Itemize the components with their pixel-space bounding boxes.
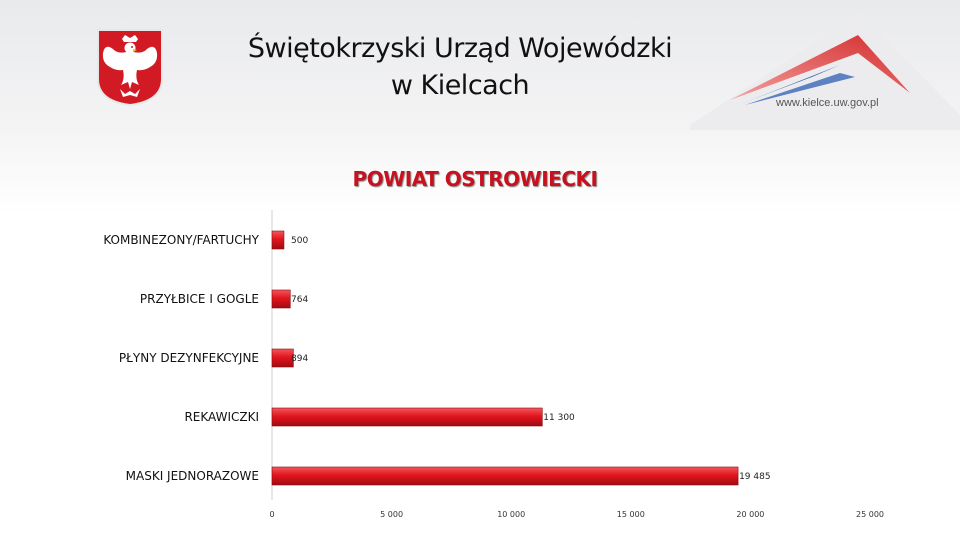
data-label-3: 11 300 — [543, 413, 575, 423]
bar-1 — [271, 289, 291, 309]
category-label-0: KOMBINEZONY/FARTUCHY — [103, 233, 259, 247]
bar-3 — [271, 407, 543, 427]
category-label-4: MASKI JEDNORAZOWE — [126, 469, 259, 483]
x-tick-label-4: 20 000 — [736, 510, 764, 519]
category-label-2: PŁYNY DEZYNFEKCYJNE — [119, 351, 259, 365]
x-tick-label-2: 10 000 — [497, 510, 525, 519]
x-tick-label-0: 0 — [269, 510, 274, 519]
data-label-2: 894 — [291, 354, 308, 364]
category-label-1: PRZYŁBICE I GOGLE — [140, 292, 259, 306]
bar-4 — [271, 466, 739, 486]
kielce-uw-logo: www.kielce.uw.gov.pl — [690, 13, 960, 130]
polish-eagle-icon — [97, 29, 163, 107]
header-title-line1: Świętokrzyski Urząd Wojewódzki — [247, 33, 673, 64]
x-tick-label-5: 25 000 — [856, 510, 884, 519]
page-header-title: Świętokrzyski Urząd Wojewódzki w Kielcac… — [200, 30, 720, 104]
x-tick-label-3: 15 000 — [617, 510, 645, 519]
chart-title: POWIAT OSTROWIECKI — [352, 167, 598, 191]
data-label-0: 500 — [291, 236, 308, 246]
category-label-3: REKAWICZKI — [184, 410, 259, 424]
x-tick-label-1: 5 000 — [380, 510, 403, 519]
bar-0 — [271, 230, 285, 250]
bar-2 — [271, 348, 294, 368]
data-label-4: 19 485 — [739, 472, 771, 482]
header-title-line2: w Kielcach — [390, 70, 530, 101]
data-label-1: 764 — [291, 295, 308, 305]
logo-website-text: www.kielce.uw.gov.pl — [775, 97, 879, 109]
